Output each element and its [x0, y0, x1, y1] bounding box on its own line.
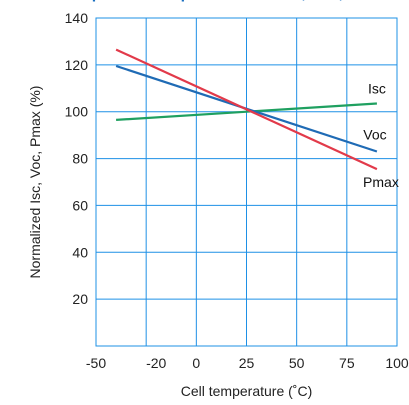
x-tick-label: 75	[339, 355, 355, 371]
y-tick-label: 100	[65, 104, 89, 120]
series-line-pmax	[115, 48, 378, 171]
x-tick-label: 100	[385, 355, 409, 371]
x-tick-label: -50	[86, 355, 106, 371]
chart-title-fragment: Temperature Dependence of Isc, Voc, Pmax	[60, 0, 390, 2]
series-line-isc	[116, 102, 377, 121]
y-tick-label: 140	[65, 10, 89, 26]
x-tick-label: 0	[192, 355, 200, 371]
x-tick-label: 25	[239, 355, 255, 371]
x-tick-label: 50	[289, 355, 305, 371]
series-labels: Isc Voc Pmax	[363, 81, 399, 191]
series-label-isc: Isc	[368, 81, 386, 97]
y-tick-label: 80	[72, 151, 88, 167]
y-tick-label: 20	[72, 291, 88, 307]
y-tick-label: 60	[72, 197, 88, 213]
x-tick-labels: -50 -20 0 25 50 75 100	[86, 355, 409, 371]
y-tick-label: 120	[65, 57, 89, 73]
series-lines	[115, 48, 378, 171]
series-label-voc: Voc	[363, 127, 386, 143]
grid	[96, 18, 397, 346]
x-tick-label: -20	[146, 355, 166, 371]
x-axis-title: Cell temperature (˚C)	[181, 383, 312, 399]
y-tick-labels: 20 40 60 80 100 120 140	[65, 10, 89, 307]
y-tick-label: 40	[72, 244, 88, 260]
series-label-pmax: Pmax	[363, 174, 399, 190]
y-axis-title: Normalized Isc, Voc, Pmax (%)	[27, 86, 43, 279]
plot-frame	[95, 17, 398, 347]
